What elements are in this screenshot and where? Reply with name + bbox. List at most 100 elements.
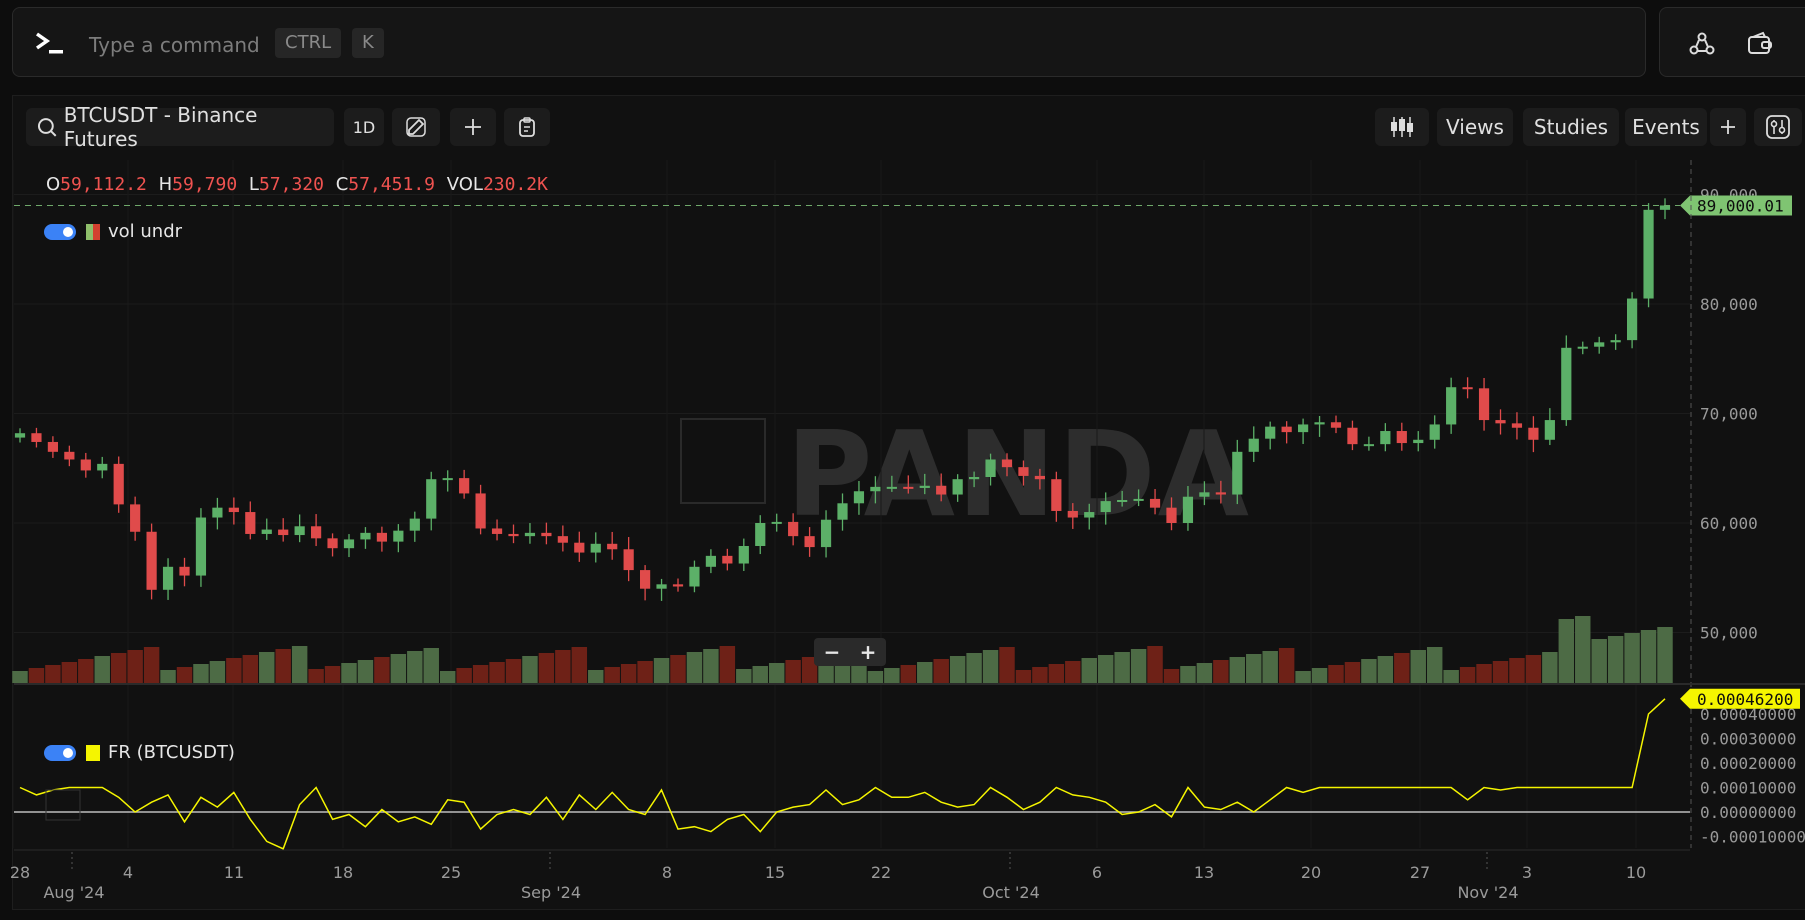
- x-month-label: Oct '24: [982, 883, 1040, 902]
- volume-bar: [1246, 654, 1262, 683]
- x-tick-label: 25: [441, 863, 461, 882]
- network-icon[interactable]: [1688, 30, 1716, 58]
- settings-button[interactable]: [1754, 108, 1802, 146]
- volume-bar: [867, 671, 884, 683]
- wallet-icon[interactable]: [1746, 30, 1774, 58]
- zoom-out-button[interactable]: −: [823, 640, 841, 664]
- candle-body: [1577, 346, 1588, 349]
- candle-body: [508, 533, 519, 537]
- volume-bar: [768, 663, 785, 683]
- volume-bar: [653, 658, 670, 683]
- candle-body: [278, 529, 289, 536]
- candle-body: [738, 545, 749, 564]
- funding-toggle[interactable]: [44, 744, 76, 761]
- volume-bar: [785, 660, 801, 683]
- command-input[interactable]: Type a command: [89, 33, 260, 57]
- volume-bar: [884, 668, 900, 683]
- volume-bar: [1525, 655, 1542, 683]
- clipboard-button[interactable]: [504, 108, 550, 146]
- chart-type-button[interactable]: [1375, 108, 1429, 146]
- studies-button[interactable]: Studies: [1523, 108, 1619, 146]
- legend-funding[interactable]: FR (BTCUSDT): [44, 742, 235, 763]
- candle-body: [557, 536, 568, 543]
- volume-bar: [1163, 669, 1180, 683]
- volume-bar: [1640, 630, 1657, 683]
- candle-body: [1347, 427, 1358, 445]
- volume-bar: [933, 659, 949, 683]
- volume-bar: [1081, 658, 1097, 683]
- views-button[interactable]: Views: [1437, 108, 1513, 146]
- candle-body: [590, 543, 601, 553]
- volume-bar: [1213, 660, 1229, 683]
- candle-body: [705, 555, 716, 567]
- volume-bar: [686, 652, 703, 683]
- candle-body: [870, 486, 881, 492]
- candle-body: [409, 518, 420, 531]
- kbd-ctrl: CTRL: [275, 28, 342, 58]
- candle-body: [1511, 423, 1523, 428]
- volume-bar: [1443, 670, 1459, 683]
- candle-body: [14, 433, 26, 438]
- interval-button[interactable]: 1D: [344, 108, 384, 146]
- fr-tick-label: 0.00000000: [1700, 803, 1796, 822]
- candle-body: [113, 463, 124, 505]
- volume-bar: [1097, 655, 1114, 683]
- volume-bar: [489, 662, 505, 683]
- add-button[interactable]: [450, 108, 496, 146]
- volume-bar: [472, 665, 489, 683]
- volume-bar: [1262, 651, 1278, 683]
- candle-body: [1281, 426, 1292, 433]
- candle-body: [459, 478, 470, 494]
- add-event-button[interactable]: [1710, 108, 1746, 146]
- candle-body: [1001, 459, 1013, 468]
- fr-last-label: 0.00046200: [1697, 690, 1793, 709]
- candle-body: [64, 451, 75, 460]
- candle-body: [1429, 424, 1440, 440]
- volume-toggle[interactable]: [44, 223, 76, 240]
- volume-bar: [1657, 627, 1673, 683]
- volume-bar: [1015, 670, 1032, 683]
- volume-bar: [127, 650, 143, 683]
- volume-value: 230.2K: [482, 174, 548, 195]
- command-bar[interactable]: Type a command CTRL K: [12, 7, 1646, 77]
- volume-bar: [900, 665, 917, 683]
- legend-volume[interactable]: vol undr: [44, 221, 182, 242]
- symbol-search-button[interactable]: BTCUSDT - Binance Futures: [26, 103, 334, 151]
- volume-bar: [999, 647, 1015, 683]
- candle-body: [722, 555, 733, 564]
- volume-bar: [423, 648, 439, 683]
- clipboard-icon: [519, 117, 535, 137]
- volume-bar: [1558, 619, 1575, 683]
- volume-bar: [555, 650, 571, 683]
- x-tick-label: 15: [765, 863, 785, 882]
- studies-label: Studies: [1533, 115, 1609, 139]
- candle-body: [672, 584, 684, 587]
- watermark-logo-icon: [680, 418, 766, 504]
- candle-body: [541, 532, 552, 537]
- events-button[interactable]: Events: [1625, 108, 1707, 146]
- candle-body: [1627, 298, 1638, 341]
- y-tick-label: 80,000: [1700, 295, 1758, 314]
- zoom-in-button[interactable]: +: [859, 640, 877, 664]
- candle-body: [574, 542, 585, 553]
- high-value: 59,790: [172, 174, 238, 195]
- x-tick-label: 27: [1410, 863, 1430, 882]
- candle-body: [1100, 501, 1111, 513]
- candle-body: [1084, 512, 1095, 518]
- volume-bar: [736, 669, 752, 683]
- candle-body: [1199, 492, 1210, 497]
- x-tick-label: 4: [123, 863, 133, 882]
- draw-button[interactable]: [392, 108, 440, 146]
- chart-panel[interactable]: [12, 95, 1805, 910]
- candle-body: [1018, 467, 1029, 476]
- volume-bar: [1065, 661, 1081, 683]
- x-tick-label: 6: [1092, 863, 1102, 882]
- volume-bar: [193, 664, 209, 683]
- candle-body: [195, 517, 207, 576]
- symbol-label: BTCUSDT - Binance Futures: [63, 103, 258, 151]
- volume-bar: [1426, 647, 1443, 683]
- zoom-control: − +: [814, 638, 886, 666]
- volume-bar: [1410, 650, 1426, 683]
- volume-bar: [1032, 667, 1048, 683]
